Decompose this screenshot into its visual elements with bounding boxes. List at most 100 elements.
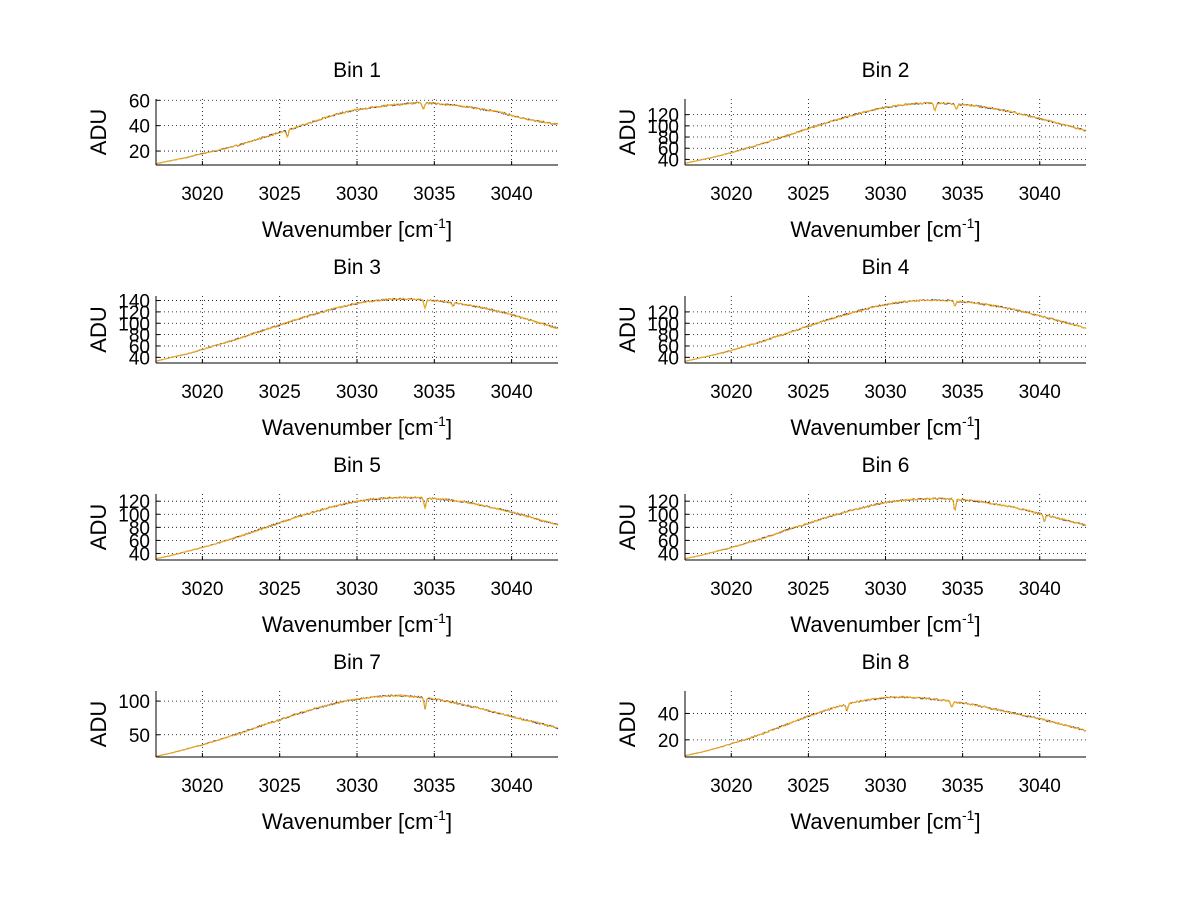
- panel-bin-1: 3020 3025 3030 3035 3040 20 40 60 Bin 1 Wavenumbe…: [86, 59, 559, 242]
- y-tick-label: 60: [658, 531, 679, 552]
- x-tick-label: 3040: [490, 184, 532, 205]
- x-tick-label: 3030: [864, 184, 906, 205]
- x-axis-label-sup: -1: [434, 215, 447, 231]
- panel-title: Bin 1: [333, 59, 381, 82]
- y-tick-label: 100: [118, 505, 150, 526]
- x-tick-label: 3020: [181, 776, 223, 797]
- x-tick-label: 3025: [259, 776, 301, 797]
- x-axis-label-end: ]: [446, 217, 452, 242]
- y-axis-label: ADU: [86, 306, 111, 352]
- y-tick-label: 100: [647, 314, 679, 335]
- x-tick-label: 3025: [787, 184, 829, 205]
- x-axis-label-text: Wavenumber [cm: [790, 612, 962, 637]
- x-axis-label-sup: -1: [962, 215, 975, 231]
- x-tick-label: 3040: [490, 776, 532, 797]
- x-axis-label: Wavenumber [cm-1]: [262, 413, 452, 440]
- panel-title: Bin 2: [862, 59, 910, 82]
- y-tick-label: 80: [129, 518, 150, 539]
- y-axis-label: ADU: [615, 109, 640, 155]
- y-tick-label: 80: [658, 128, 679, 149]
- x-axis-label: Wavenumber [cm-1]: [790, 610, 980, 637]
- x-tick-label: 3020: [181, 382, 223, 403]
- x-axis-label-text: Wavenumber [cm: [790, 217, 962, 242]
- y-tick-label: 80: [658, 518, 679, 539]
- x-axis-label-sup: -1: [434, 610, 447, 626]
- y-tick-label: 40: [658, 150, 679, 171]
- y-axis-label: ADU: [86, 504, 111, 550]
- y-tick-label: 100: [118, 314, 150, 335]
- x-axis-label: Wavenumber [cm-1]: [262, 610, 452, 637]
- x-tick-label: 3025: [787, 382, 829, 403]
- y-axis-label: ADU: [86, 701, 111, 747]
- y-tick-label: 120: [647, 492, 679, 513]
- x-tick-label: 3040: [490, 579, 532, 600]
- x-axis-label-end: ]: [446, 415, 452, 440]
- y-tick-label: 80: [129, 326, 150, 347]
- y-axis-label: ADU: [86, 109, 111, 155]
- x-tick-label: 3035: [413, 184, 455, 205]
- series-line-2: [684, 299, 1087, 362]
- x-tick-label: 3020: [710, 382, 752, 403]
- x-tick-label: 3025: [787, 776, 829, 797]
- series-line-2: [155, 495, 559, 560]
- y-tick-label: 120: [118, 303, 150, 324]
- y-tick-label: 60: [658, 139, 679, 160]
- panel-bin-7: 3020 3025 3030 3035 3040 50 100 Bin 7 Wavenumber…: [86, 651, 559, 834]
- y-tick-label: 40: [658, 544, 679, 565]
- plot-area: [685, 296, 1086, 363]
- x-axis-label-sup: -1: [962, 413, 975, 429]
- y-tick-label: 140: [118, 292, 150, 313]
- y-tick-label: 40: [129, 117, 150, 138]
- x-tick-label: 3035: [941, 382, 983, 403]
- x-axis-label-text: Wavenumber [cm: [262, 217, 434, 242]
- x-axis-label-text: Wavenumber [cm: [790, 415, 962, 440]
- x-axis-label-end: ]: [974, 217, 980, 242]
- x-axis-label-sup: -1: [962, 807, 975, 823]
- y-tick-label: 40: [129, 348, 150, 369]
- y-axis-label: ADU: [615, 504, 640, 550]
- panel-title: Bin 6: [862, 454, 910, 477]
- panel-title: Bin 4: [862, 256, 910, 279]
- y-tick-label: 100: [647, 505, 679, 526]
- x-axis-label-sup: -1: [434, 807, 447, 823]
- x-axis-label-text: Wavenumber [cm: [790, 809, 962, 834]
- series-line-2: [155, 101, 559, 165]
- y-axis-label: ADU: [615, 701, 640, 747]
- series-line-2: [684, 101, 1087, 164]
- y-tick-label: 20: [658, 731, 679, 752]
- y-tick-label: 40: [658, 704, 679, 725]
- x-axis-label-sup: -1: [962, 610, 975, 626]
- x-tick-label: 3025: [259, 579, 301, 600]
- y-tick-label: 120: [647, 303, 679, 324]
- y-axis-label: ADU: [615, 306, 640, 352]
- y-tick-label: 60: [129, 91, 150, 112]
- y-tick-label: 50: [129, 726, 150, 747]
- y-tick-label: 60: [129, 337, 150, 358]
- x-tick-label: 3030: [336, 184, 378, 205]
- y-tick-label: 80: [658, 326, 679, 347]
- x-tick-label: 3035: [941, 579, 983, 600]
- x-tick-label: 3020: [181, 579, 223, 600]
- x-tick-label: 3040: [490, 382, 532, 403]
- x-axis-label-end: ]: [446, 612, 452, 637]
- x-axis-label-end: ]: [974, 415, 980, 440]
- series-line-2: [155, 297, 559, 362]
- x-tick-label: 3025: [787, 579, 829, 600]
- x-axis-label-text: Wavenumber [cm: [262, 612, 434, 637]
- panel-title: Bin 3: [333, 256, 381, 279]
- y-tick-label: 60: [658, 337, 679, 358]
- x-axis-label: Wavenumber [cm-1]: [262, 807, 452, 834]
- x-axis-label-text: Wavenumber [cm: [262, 809, 434, 834]
- x-tick-label: 3040: [1019, 776, 1061, 797]
- x-axis-label: Wavenumber [cm-1]: [790, 807, 980, 834]
- y-tick-label: 60: [129, 531, 150, 552]
- x-axis-label-sup: -1: [434, 413, 447, 429]
- y-tick-label: 40: [129, 544, 150, 565]
- x-axis-label-end: ]: [974, 612, 980, 637]
- x-tick-label: 3035: [941, 184, 983, 205]
